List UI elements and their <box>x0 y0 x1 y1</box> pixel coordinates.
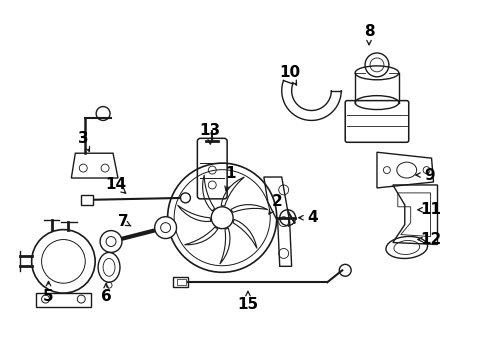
Text: 15: 15 <box>237 297 258 311</box>
Text: 1: 1 <box>224 166 235 181</box>
Circle shape <box>154 217 176 239</box>
Text: 8: 8 <box>363 24 374 39</box>
FancyBboxPatch shape <box>81 195 93 205</box>
Text: 14: 14 <box>105 177 126 193</box>
Text: 7: 7 <box>118 214 128 229</box>
Circle shape <box>180 193 190 203</box>
Text: 12: 12 <box>419 232 440 247</box>
Text: 9: 9 <box>424 167 434 183</box>
Text: 6: 6 <box>101 289 111 303</box>
Text: 2: 2 <box>271 194 282 209</box>
Text: 3: 3 <box>78 131 88 146</box>
Text: 11: 11 <box>419 202 440 217</box>
Text: 4: 4 <box>306 210 317 225</box>
Text: 13: 13 <box>199 123 221 138</box>
Text: 5: 5 <box>43 289 54 303</box>
Circle shape <box>100 231 122 252</box>
Text: 10: 10 <box>279 65 300 80</box>
